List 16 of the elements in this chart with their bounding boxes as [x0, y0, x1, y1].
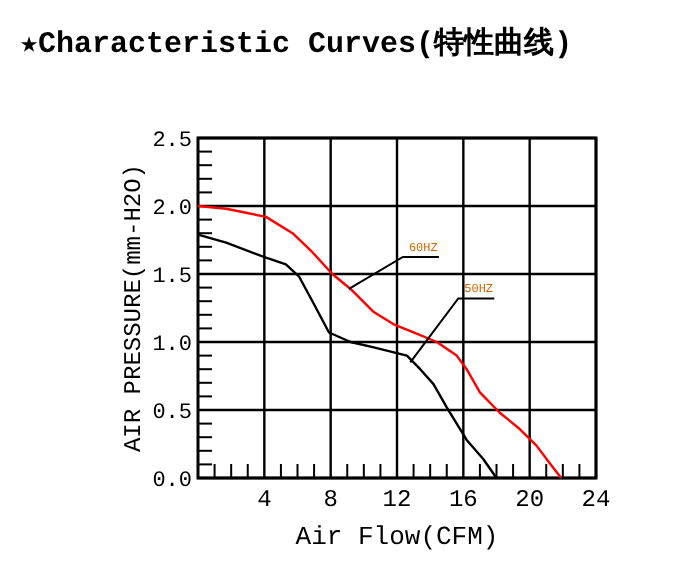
y-axis-title: AIR PRESSURE(mm-H2O) — [120, 163, 148, 453]
y-tick-label: 2.0 — [152, 198, 192, 222]
y-tick-label: 2.5 — [152, 130, 192, 154]
x-tick-label: 8 — [323, 486, 338, 514]
x-axis-title: Air Flow(CFM) — [295, 522, 499, 552]
y-tick-label: 0.0 — [152, 470, 192, 494]
x-tick-label: 16 — [448, 486, 478, 514]
y-tick-label: 1.5 — [152, 266, 192, 290]
x-tick-label: 24 — [581, 486, 611, 514]
x-tick-label: 12 — [382, 486, 412, 514]
x-tick-label: 20 — [515, 486, 545, 514]
line-series — [196, 204, 563, 480]
y-tick-label: 1.0 — [152, 334, 192, 358]
y-tick-label: 0.5 — [152, 402, 192, 426]
chart-title: ★Characteristic Curves(特性曲线) — [20, 26, 573, 62]
x-tick-label: 4 — [257, 486, 272, 514]
